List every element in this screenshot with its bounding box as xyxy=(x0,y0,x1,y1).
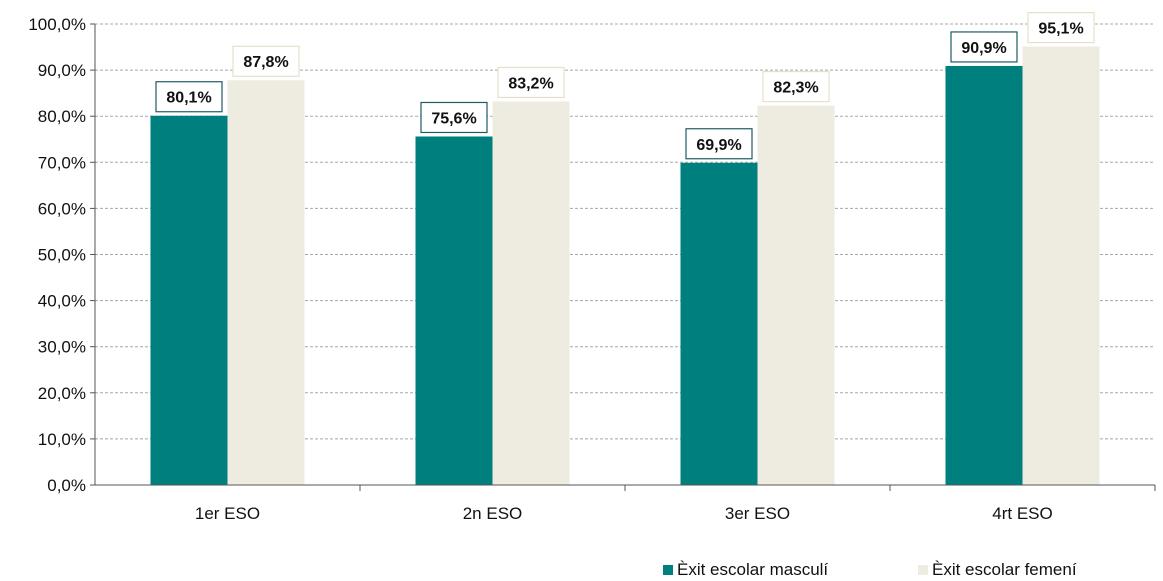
y-tick-label: 90,0% xyxy=(38,61,86,80)
legend: Èxit escolar masculí Èxit escolar femení xyxy=(663,560,1077,579)
y-tick-label: 20,0% xyxy=(38,384,86,403)
y-tick-label: 80,0% xyxy=(38,107,86,126)
bar-male xyxy=(415,136,493,485)
data-label: 90,9% xyxy=(961,40,1006,57)
data-labels: 80,1% 87,8% 75,6% 83,2% 69,9% 82,3% 90,9% 95,1% xyxy=(155,11,1095,160)
legend-label: Èxit escolar masculí xyxy=(677,560,828,579)
data-label: 95,1% xyxy=(1038,21,1083,38)
data-label-box xyxy=(155,81,223,113)
bar-female xyxy=(492,101,570,485)
x-axis-category-labels: 1er ESO 2n ESO 3er ESO 4rt ESO xyxy=(195,504,1053,523)
data-label-box xyxy=(950,31,1018,63)
bar-female xyxy=(1022,46,1100,486)
data-label: 80,1% xyxy=(166,90,211,107)
y-tick-label: 60,0% xyxy=(38,199,86,218)
data-label: 87,8% xyxy=(243,54,288,71)
data-label-box xyxy=(497,66,565,99)
x-category-label: 3er ESO xyxy=(725,504,790,523)
legend-swatch-male xyxy=(663,565,673,575)
bars xyxy=(150,46,1100,486)
data-label-box xyxy=(420,101,488,134)
bar-male xyxy=(150,115,228,485)
x-category-label: 4rt ESO xyxy=(992,504,1052,523)
y-axis-tick-labels: 0,0% 10,0% 20,0% 30,0% 40,0% 50,0% 60,0% 70,0% 8… xyxy=(28,15,86,495)
y-tick-label: 0,0% xyxy=(47,476,86,495)
y-tick-label: 10,0% xyxy=(38,430,86,449)
data-label: 83,2% xyxy=(508,75,553,92)
x-category-label: 1er ESO xyxy=(195,504,260,523)
bar-female xyxy=(757,105,835,486)
bar-female xyxy=(227,80,305,485)
x-category-label: 2n ESO xyxy=(463,504,523,523)
legend-label: Èxit escolar femení xyxy=(932,560,1077,579)
bar-male xyxy=(680,162,758,486)
data-label-box xyxy=(232,45,300,77)
bar-male xyxy=(945,65,1023,486)
y-tick-label: 50,0% xyxy=(38,246,86,265)
y-tick-label: 40,0% xyxy=(38,292,86,311)
y-tick-label: 100,0% xyxy=(28,15,86,34)
axes xyxy=(90,23,1156,491)
legend-swatch-female xyxy=(918,565,928,575)
data-label: 82,3% xyxy=(773,80,818,97)
data-label-box xyxy=(1027,11,1095,44)
data-label-box xyxy=(685,128,753,160)
data-label-box xyxy=(762,70,830,103)
data-label: 69,9% xyxy=(696,137,741,154)
y-tick-label: 70,0% xyxy=(38,153,86,172)
y-tick-label: 30,0% xyxy=(38,338,86,357)
data-label: 75,6% xyxy=(431,110,476,127)
